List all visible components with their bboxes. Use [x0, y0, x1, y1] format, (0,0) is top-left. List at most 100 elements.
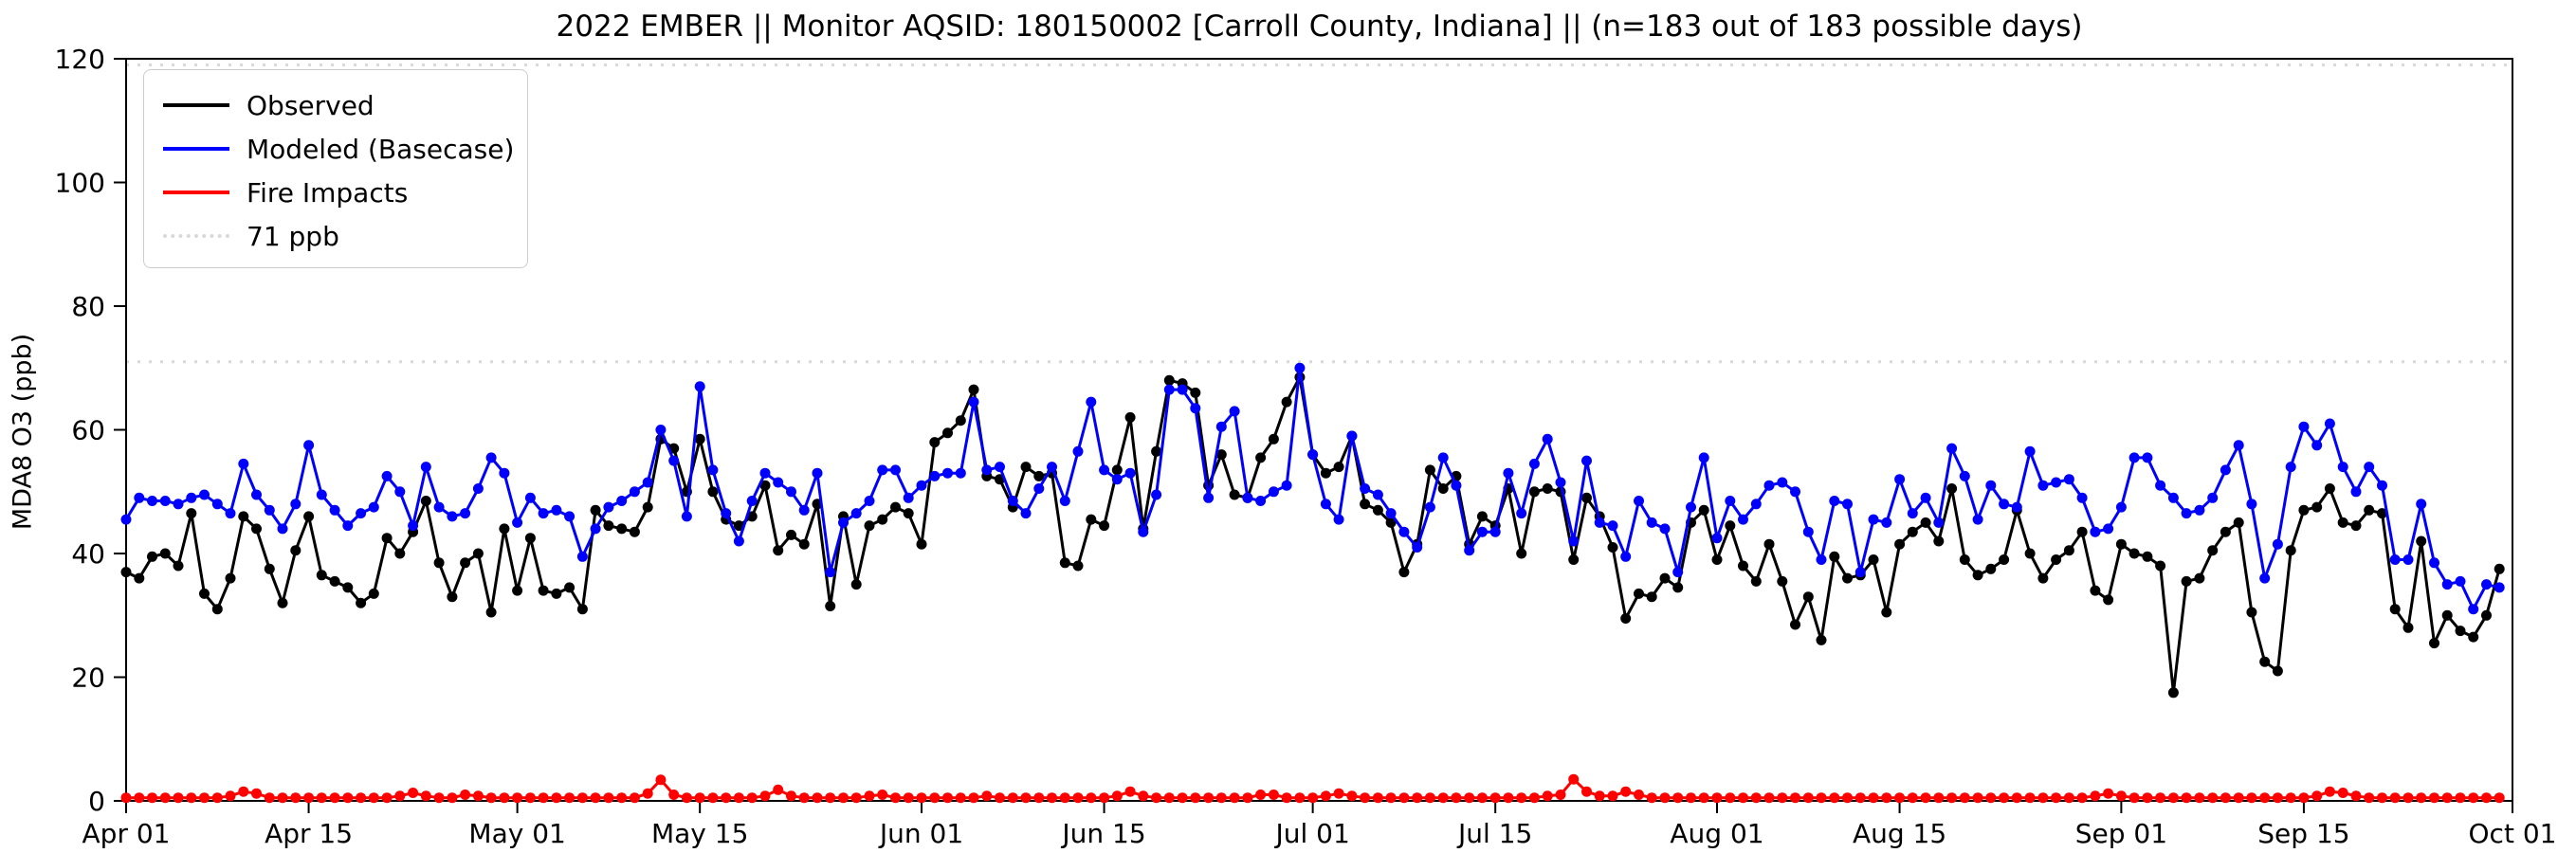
series-marker: [408, 520, 419, 532]
series-marker: [1229, 406, 1240, 417]
series-marker: [2090, 585, 2101, 596]
series-marker: [2037, 480, 2049, 491]
series-marker: [472, 548, 484, 559]
series-marker: [1842, 792, 1853, 804]
series-marker: [1268, 789, 1279, 800]
series-marker: [2167, 687, 2179, 699]
series-marker: [1777, 575, 1788, 587]
series-marker: [1894, 474, 1906, 485]
series-marker: [1620, 551, 1632, 562]
series-marker: [2194, 792, 2205, 804]
series-marker: [381, 792, 393, 804]
series-marker: [1725, 792, 1736, 804]
series-marker: [2181, 508, 2192, 519]
series-marker: [1920, 517, 1931, 528]
series-marker: [1763, 792, 1775, 804]
series-marker: [1646, 792, 1657, 804]
series-marker: [2063, 545, 2074, 556]
series-marker: [629, 486, 640, 498]
series-marker: [1868, 554, 1879, 565]
series-marker: [1190, 403, 1201, 414]
series-marker: [2142, 452, 2153, 463]
series-marker: [2181, 792, 2192, 804]
series-marker: [1059, 792, 1070, 804]
series-marker: [2115, 501, 2127, 513]
series-marker: [264, 504, 275, 516]
x-tick-label: Apr 01: [82, 818, 171, 849]
series-marker: [864, 496, 875, 506]
series-marker: [329, 792, 340, 804]
series-marker: [2128, 548, 2140, 559]
series-marker: [942, 467, 953, 479]
series-marker: [2246, 792, 2257, 804]
series-marker: [159, 548, 171, 559]
series-marker: [238, 458, 249, 469]
series-marker: [1842, 572, 1853, 584]
series-marker: [981, 464, 993, 476]
series-marker: [1385, 792, 1397, 804]
x-tick-label: Aug 15: [1853, 818, 1946, 849]
series-marker: [1581, 455, 1592, 466]
series-marker: [1072, 560, 1084, 572]
series-marker: [1790, 792, 1800, 804]
series-marker: [499, 792, 510, 804]
series-marker: [420, 462, 431, 473]
series-marker: [303, 440, 315, 451]
series-marker: [890, 501, 901, 513]
series-marker: [1503, 792, 1514, 804]
series-marker: [211, 604, 223, 615]
series-marker: [2337, 462, 2348, 473]
series-marker: [694, 792, 705, 804]
series-marker: [2063, 474, 2074, 485]
series-marker: [603, 520, 614, 532]
series-marker: [147, 496, 157, 506]
series-marker: [277, 792, 288, 804]
series-marker: [1020, 462, 1032, 473]
series-marker: [877, 789, 888, 800]
series-marker: [1959, 792, 1970, 804]
series-marker: [1151, 792, 1162, 804]
series-marker: [2285, 545, 2296, 556]
series-marker: [447, 511, 458, 522]
series-marker: [681, 792, 692, 804]
series-marker: [1007, 496, 1018, 506]
series-marker: [1816, 792, 1827, 804]
series-marker: [472, 790, 484, 802]
series-marker: [1437, 452, 1449, 463]
series-marker: [603, 501, 614, 513]
series-marker: [1555, 789, 1566, 800]
legend: Observed Modeled (Basecase) Fire Impacts 71…: [143, 69, 528, 268]
series-marker: [290, 792, 301, 804]
series-marker: [798, 504, 810, 516]
series-marker: [1738, 792, 1748, 804]
series-marker: [2142, 551, 2153, 562]
x-tick-label: Apr 15: [265, 818, 353, 849]
series-marker: [329, 504, 340, 516]
series-marker: [1059, 557, 1070, 569]
series-marker: [616, 792, 628, 804]
series-marker: [812, 467, 823, 479]
series-marker: [2364, 504, 2375, 516]
series-marker: [1881, 792, 1892, 804]
series-marker: [1203, 492, 1215, 503]
series-marker: [2298, 504, 2310, 516]
series-marker: [238, 786, 249, 797]
series-marker: [2167, 492, 2179, 503]
series-marker: [1190, 387, 1201, 398]
x-tick-label: Jul 15: [1456, 818, 1532, 849]
series-marker: [1868, 792, 1879, 804]
series-marker: [316, 792, 327, 804]
series-marker: [1581, 786, 1592, 797]
series-marker: [773, 545, 784, 556]
series-marker: [1020, 792, 1032, 804]
series-marker: [394, 486, 406, 498]
series-marker: [1999, 499, 2010, 510]
series-marker: [1829, 792, 1840, 804]
series-marker: [1581, 492, 1592, 503]
series-marker: [2311, 501, 2323, 513]
series-marker: [2272, 538, 2283, 550]
y-tick-label: 40: [71, 538, 105, 570]
series-marker: [1854, 792, 1866, 804]
series-marker: [955, 792, 966, 804]
x-tick-label: Sep 15: [2257, 818, 2349, 849]
